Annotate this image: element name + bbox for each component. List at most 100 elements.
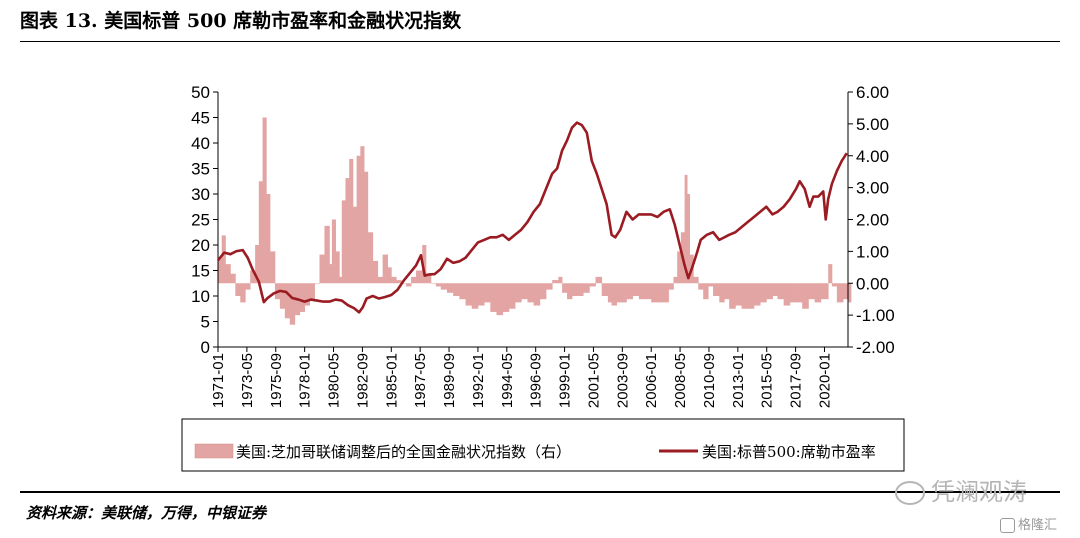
x-tick-label: 1973-05 <box>239 353 256 408</box>
fci-bar <box>713 283 720 296</box>
fci-bar <box>477 283 485 306</box>
fci-bar <box>814 283 822 303</box>
legend: 美国:芝加哥联储调整后的全国金融状况指数（右） 美国:标普500:席勒市盈率 <box>181 418 905 472</box>
fci-bar <box>668 283 674 290</box>
fci-bar <box>621 283 627 303</box>
fci-bar <box>657 283 664 303</box>
fci-bar <box>703 283 709 300</box>
fci-bar <box>766 283 773 300</box>
fci-bar <box>589 283 596 287</box>
left-tick-label: 5 <box>201 313 210 332</box>
title-rule <box>20 41 1060 42</box>
fci-bar <box>299 283 306 312</box>
fci-bar <box>760 283 767 303</box>
fci-bar <box>777 283 785 300</box>
fci-bar <box>411 276 417 284</box>
fci-bar <box>576 283 584 296</box>
fci-bar <box>339 276 343 284</box>
legend-fci-label: 美国:芝加哥联储调整后的全国金融状况指数（右） <box>236 443 571 461</box>
fci-bar <box>595 276 603 284</box>
legend-pe-label: 美国:标普500:席勒市盈率 <box>702 443 876 461</box>
fci-bar <box>230 273 236 284</box>
fci-bar <box>753 283 761 306</box>
x-tick-label: 1994-05 <box>499 353 516 408</box>
x-tick-label: 1996-09 <box>528 353 545 408</box>
fci-bar <box>352 206 358 284</box>
fci-bar <box>406 283 412 287</box>
right-tick-label: 0.00 <box>856 274 889 293</box>
fci-bar <box>783 283 791 306</box>
fci-bar <box>677 251 682 284</box>
fci-bar <box>324 225 330 284</box>
fci-bar <box>416 270 423 284</box>
fci-bars <box>218 117 852 325</box>
fci-bar <box>808 283 815 300</box>
fci-bar <box>684 174 688 284</box>
fci-bar <box>802 283 809 309</box>
wechat-icon <box>895 481 925 505</box>
tick-labels: 0 5 10 15 20 25 30 35 40 45 50 -2.00 -1.00 0.00 1.00 2.… <box>191 83 895 408</box>
x-tick-label: 2008-05 <box>672 353 689 408</box>
fci-bar <box>693 276 699 284</box>
fci-bar <box>341 200 346 284</box>
fci-bar <box>698 283 704 290</box>
fci-bar <box>611 283 617 306</box>
fci-bar <box>453 283 460 296</box>
pe-line <box>216 121 848 314</box>
fci-bar <box>430 283 437 284</box>
fci-bar <box>796 283 803 303</box>
x-tick-label: 2013-01 <box>730 353 747 408</box>
right-tick-label: -1.00 <box>856 306 895 325</box>
watermark-text: 凭澜观涛 <box>931 478 1027 506</box>
fci-bar <box>309 283 315 300</box>
pe-line-path <box>216 121 848 314</box>
source-note: 资料来源：美联储，万得，中银证券 <box>26 504 267 522</box>
fci-bar <box>396 280 402 284</box>
fci-bar <box>583 283 590 293</box>
right-tick-label: 4.00 <box>856 147 889 166</box>
fci-bar <box>262 117 267 284</box>
fci-bar <box>490 283 497 312</box>
watermark-secondary-text: 格隆汇 <box>1018 518 1058 533</box>
fci-bar <box>435 283 442 287</box>
left-tick-label: 35 <box>191 160 210 179</box>
fci-bar <box>349 158 354 284</box>
x-tick-label: 1987-05 <box>412 353 429 408</box>
fci-bar <box>367 232 374 284</box>
fci-bar <box>645 283 652 300</box>
left-tick-label: 30 <box>191 185 210 204</box>
x-tick-label: 1980-05 <box>326 353 343 408</box>
fci-bar <box>616 283 622 303</box>
fci-bar <box>269 251 276 284</box>
gelonghui-icon <box>1000 518 1015 533</box>
fci-bar <box>331 219 336 284</box>
x-tick-label: 2006-01 <box>643 353 660 408</box>
left-tick-label: 0 <box>201 338 210 357</box>
fci-bar <box>527 283 535 303</box>
x-tick-label: 1989-09 <box>441 353 458 408</box>
x-tick-label: 1999-01 <box>557 353 574 408</box>
x-tick-label: 2015-05 <box>759 353 776 408</box>
fci-bar <box>724 283 730 300</box>
right-tick-label: 2.00 <box>856 211 889 230</box>
fci-bar <box>729 283 736 309</box>
watermark-secondary: 格隆汇 <box>1000 514 1057 533</box>
fci-bar <box>552 280 559 284</box>
right-tick-label: 1.00 <box>856 242 889 261</box>
fci-bar <box>831 283 838 287</box>
legend-fci-swatch <box>194 443 234 459</box>
fci-bar <box>747 283 755 309</box>
fci-bar <box>741 283 749 309</box>
legend-frame <box>181 418 905 472</box>
fci-bar <box>558 276 563 284</box>
fci-bar <box>304 283 310 306</box>
axes <box>213 91 853 352</box>
fci-bar <box>289 283 296 325</box>
fci-bar <box>521 283 528 300</box>
fci-bar <box>638 283 646 300</box>
x-tick-label: 1982-09 <box>354 353 371 408</box>
x-tick-label: 1992-01 <box>470 353 487 408</box>
fci-bar <box>391 276 397 284</box>
fci-bar <box>446 283 454 293</box>
